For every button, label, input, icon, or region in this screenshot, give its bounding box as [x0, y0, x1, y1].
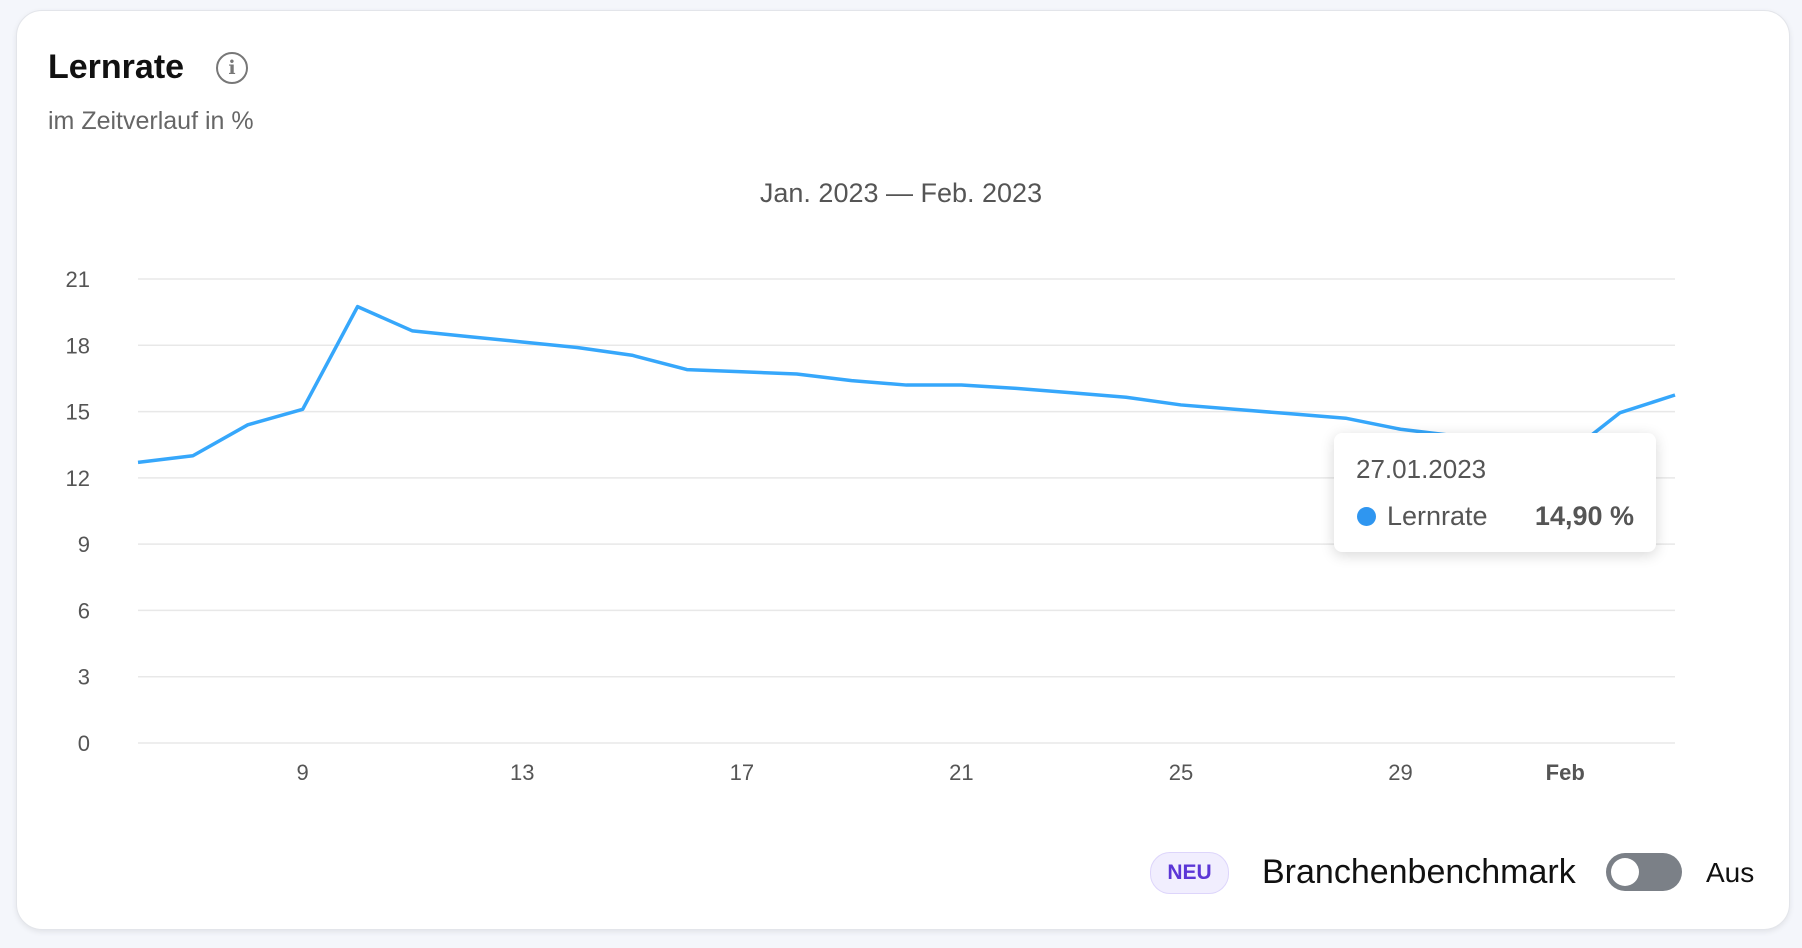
x-tick-label: Feb [1546, 760, 1585, 785]
series-line-lernrate [137, 304, 1676, 465]
y-tick-label: 0 [78, 731, 90, 756]
x-tick-label: 9 [297, 760, 309, 785]
y-tick-label: 3 [78, 665, 90, 690]
toggle-knob [1611, 858, 1639, 886]
tooltip-series: Lernrate [1387, 501, 1488, 531]
x-tick-label: 21 [949, 760, 973, 785]
benchmark-label: Branchenbenchmark [1262, 853, 1576, 891]
new-badge: NEU [1150, 852, 1229, 894]
tooltip-value: 14,90 % [1534, 501, 1634, 531]
y-tick-label: 21 [66, 267, 90, 292]
x-tick-label: 13 [510, 760, 534, 785]
series-dot-icon [1357, 507, 1376, 526]
x-tick-label: 29 [1388, 760, 1412, 785]
x-tick-label: 25 [1169, 760, 1193, 785]
info-icon[interactable]: i [216, 52, 248, 84]
card-subtitle: im Zeitverlauf in % [48, 107, 254, 135]
tooltip-date: 27.01.2023 [1356, 454, 1487, 484]
chart-title: Jan. 2023 — Feb. 2023 [759, 178, 1043, 208]
benchmark-toggle[interactable] [1606, 853, 1682, 891]
card-title: Lernrate [48, 48, 185, 86]
y-tick-label: 9 [78, 532, 90, 557]
y-tick-label: 6 [78, 598, 90, 623]
x-tick-label: 17 [730, 760, 754, 785]
chart-tooltip: 27.01.2023 Lernrate 14,90 % [1334, 433, 1656, 552]
toggle-state-label: Aus [1706, 857, 1755, 888]
y-tick-label: 18 [66, 333, 90, 358]
y-tick-label: 12 [66, 466, 90, 491]
y-tick-label: 15 [66, 400, 90, 425]
